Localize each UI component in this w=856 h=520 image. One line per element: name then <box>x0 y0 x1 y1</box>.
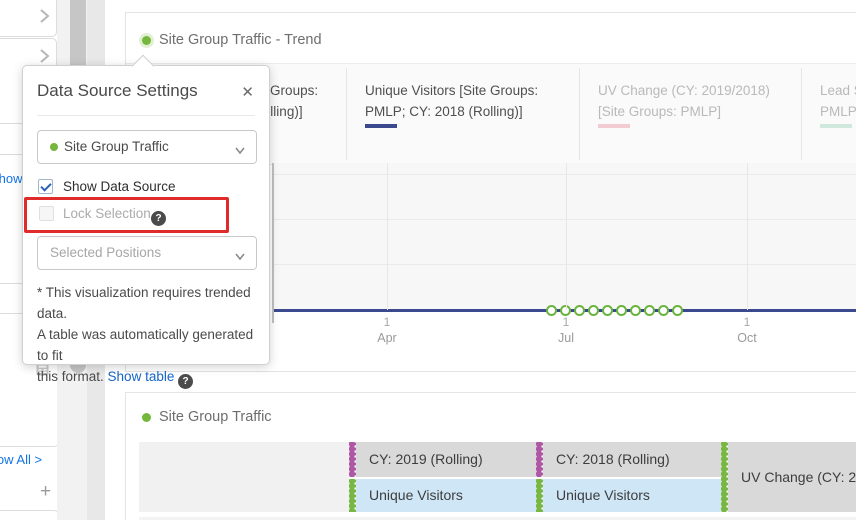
footnote-line: * This visualization requires trended da… <box>37 285 251 321</box>
help-icon[interactable]: ? <box>178 374 194 389</box>
gridline <box>566 163 567 310</box>
annotation-red-box <box>24 197 229 233</box>
legend-separator <box>346 68 347 160</box>
panel-card-fragment <box>0 510 59 520</box>
data-point-marker[interactable] <box>616 304 627 316</box>
gridline <box>387 163 388 310</box>
legend-item[interactable]: Lead Submissions [Site Groups: PMLP] <box>801 64 856 164</box>
table-corner-cell <box>139 442 349 512</box>
show-table-link[interactable]: Show table <box>107 369 175 384</box>
chevron-right-icon[interactable] <box>38 48 50 69</box>
chart-plot-area <box>274 163 856 312</box>
show-data-source-label: Show Data Source <box>63 179 176 194</box>
data-point-marker[interactable] <box>644 304 655 316</box>
help-icon: ? <box>151 211 166 226</box>
data-point-marker[interactable] <box>574 304 585 316</box>
dialog-title: Data Source Settings <box>37 81 198 100</box>
gridline <box>274 219 856 220</box>
legend-label: Unique Visitors [Site Groups: PMLP; CY: … <box>365 83 539 119</box>
y-axis-line <box>272 163 274 323</box>
data-point-marker[interactable] <box>658 304 669 316</box>
data-point-marker[interactable] <box>546 304 557 316</box>
trend-panel-title: Site Group Traffic - Trend <box>159 32 322 48</box>
chevron-right-icon[interactable] <box>38 8 50 29</box>
column-header[interactable]: UV Change (CY: 2019/2018) <box>728 442 856 512</box>
selected-positions-select[interactable]: Selected Positions <box>37 236 257 270</box>
chevron-down-icon <box>234 143 246 158</box>
close-icon[interactable]: ✕ <box>241 84 254 101</box>
footnote-line: this format. <box>37 369 104 384</box>
add-button[interactable]: + <box>40 481 52 502</box>
legend-label: UV Change (CY: 2019/2018) [Site Groups: … <box>598 83 770 119</box>
show-link-fragment[interactable]: Show <box>0 171 23 186</box>
gridline <box>274 264 856 265</box>
drag-handle[interactable] <box>536 479 543 512</box>
data-source-dot-icon[interactable] <box>142 413 151 422</box>
table-row-fragment <box>139 517 856 520</box>
legend-item[interactable]: UV Change (CY: 2019/2018) [Site Groups: … <box>579 64 801 164</box>
legend-separator <box>579 68 580 160</box>
drag-handle[interactable] <box>721 442 728 512</box>
selected-positions-placeholder: Selected Positions <box>50 245 162 260</box>
data-point-marker[interactable] <box>588 304 599 316</box>
legend-separator <box>801 68 802 160</box>
data-source-select-value: Site Group Traffic <box>64 139 169 154</box>
data-source-select[interactable]: Site Group Traffic <box>37 130 257 164</box>
lock-selection-label: Lock Selection <box>63 206 151 221</box>
collapsed-panel-card <box>0 0 57 37</box>
data-source-dot-icon[interactable] <box>142 36 151 45</box>
data-source-settings-dialog: Data Source Settings ✕ Site Group Traffi… <box>22 54 270 389</box>
metric-header[interactable]: Unique Visitors <box>356 479 548 512</box>
legend-swatch <box>820 124 852 128</box>
dialog-footnote: * This visualization requires trended da… <box>37 282 263 389</box>
data-point-marker[interactable] <box>602 304 613 316</box>
legend-item[interactable]: Unique Visitors [Site Groups: PMLP; CY: … <box>346 64 579 164</box>
lock-selection-help[interactable]: ? <box>151 205 166 226</box>
column-header[interactable]: CY: 2018 (Rolling) <box>543 442 733 477</box>
column-header[interactable]: CY: 2019 (Rolling) <box>356 442 548 477</box>
lock-selection-checkbox[interactable] <box>39 206 54 221</box>
drag-handle[interactable] <box>536 442 543 477</box>
show-all-link[interactable]: Show All > <box>0 452 43 467</box>
legend-swatch <box>365 124 397 128</box>
x-tick-month: Apr <box>377 331 397 345</box>
metric-header[interactable]: Unique Visitors <box>543 479 733 512</box>
show-data-source-checkbox[interactable] <box>38 179 53 194</box>
drag-handle[interactable] <box>349 479 356 512</box>
drag-handle[interactable] <box>349 442 356 477</box>
calculator-icon <box>36 363 49 381</box>
footnote-line: A table was automatically generated to f… <box>37 327 254 363</box>
data-point-marker[interactable] <box>672 304 683 316</box>
x-tick-day: 1 <box>383 315 391 329</box>
divider <box>37 115 255 116</box>
chevron-down-icon <box>234 249 246 264</box>
gridline <box>747 163 748 310</box>
table-panel-title: Site Group Traffic <box>159 409 272 425</box>
data-point-marker[interactable] <box>630 304 641 316</box>
legend-swatch <box>598 124 630 128</box>
x-tick-month: Jul <box>558 331 574 345</box>
data-point-marker[interactable] <box>560 304 571 316</box>
legend-label: Lead Submissions [Site Groups: PMLP] <box>820 83 856 119</box>
x-tick-day: 1 <box>743 315 751 329</box>
gridline <box>274 174 856 175</box>
x-tick-day: 1 <box>562 315 570 329</box>
x-tick-month: Oct <box>737 331 757 345</box>
table-panel: Site Group Traffic CY: 2019 (Rolling) Un… <box>125 392 856 520</box>
green-dot-icon <box>50 143 58 151</box>
